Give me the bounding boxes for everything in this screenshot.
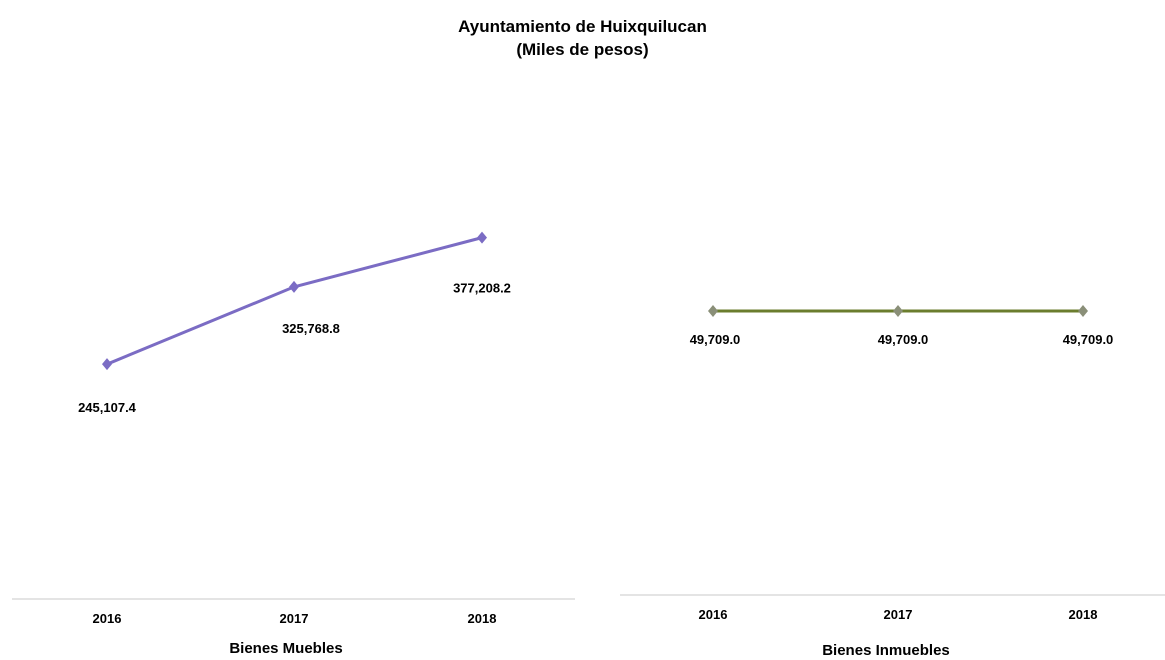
chart-bienes-inmuebles: 49,709.0 49,709.0 49,709.0 2016 2017 2018 Bien…	[620, 305, 1165, 659]
data-label: 245,107.4	[78, 400, 137, 415]
x-tick-label: 2017	[884, 607, 913, 622]
data-point-marker	[477, 231, 487, 244]
data-label: 325,768.8	[282, 321, 340, 336]
data-point-marker	[1078, 305, 1088, 317]
x-tick-label: 2018	[468, 611, 497, 626]
data-point-marker	[708, 305, 718, 317]
x-tick-label: 2017	[280, 611, 309, 626]
data-point-marker	[893, 305, 903, 317]
x-axis-label: Bienes Muebles	[229, 640, 342, 657]
chart-subtitle: (Miles de pesos)	[516, 40, 649, 59]
x-tick-label: 2016	[699, 607, 728, 622]
series-line	[106, 236, 483, 366]
data-point-marker	[102, 358, 112, 371]
data-point-marker	[289, 280, 299, 293]
data-label: 49,709.0	[690, 332, 741, 347]
data-label: 49,709.0	[1063, 332, 1114, 347]
x-tick-label: 2016	[93, 611, 122, 626]
chart-bienes-muebles: 245,107.4 325,768.8 377,208.2 2016 2017 2018 B…	[12, 231, 575, 657]
data-label: 377,208.2	[453, 281, 511, 296]
x-tick-label: 2018	[1069, 607, 1098, 622]
chart-title: Ayuntamiento de Huixquilucan	[458, 17, 707, 36]
data-label: 49,709.0	[878, 332, 929, 347]
x-axis-label: Bienes Inmuebles	[822, 642, 950, 659]
